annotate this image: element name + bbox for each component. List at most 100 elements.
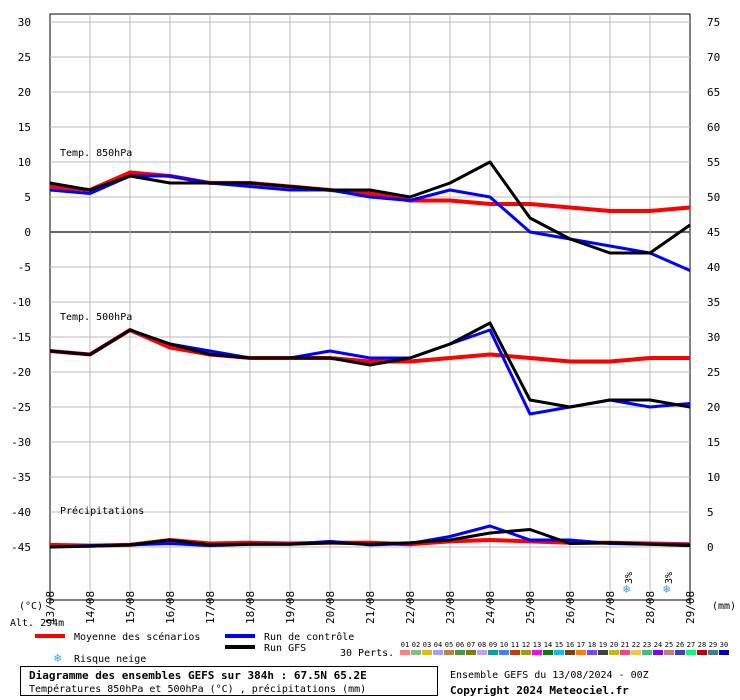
series-layer xyxy=(49,160,691,549)
pert-swatch xyxy=(686,650,696,655)
chart-title: Diagramme des ensembles GEFS sur 384h : … xyxy=(29,669,367,682)
perturbation-legend: 01 02 03 04 05 06 07 08 09 10 11 12 13 14 15 16 17 18 19 20… xyxy=(400,641,729,655)
pert-label: 23 xyxy=(643,641,651,649)
x-tick-label: 26/08 xyxy=(564,591,577,624)
snowflake-icon: ❄ xyxy=(623,582,630,596)
panel-label-850: Temp. 850hPa xyxy=(60,148,132,159)
y-left-tick-label: 10 xyxy=(18,156,31,169)
x-axis-ticks: 13/08 14/08 15/08 16/08 17/08 18/08 19/08 20/08… xyxy=(44,591,697,624)
pert-label: 02 xyxy=(412,641,420,649)
pert-label: 09 xyxy=(489,641,497,649)
y-left-tick-label: 5 xyxy=(24,191,31,204)
y-left-tick-label: -35 xyxy=(11,471,31,484)
ensemble-info: Ensemble GEFS du 13/08/2024 - 00Z xyxy=(450,670,649,681)
x-tick-label: 23/08 xyxy=(444,591,457,624)
y-left-tick-label: -40 xyxy=(11,506,31,519)
pert-label: 05 xyxy=(445,641,453,649)
y-left-tick-label: -30 xyxy=(11,436,31,449)
grid xyxy=(49,14,691,605)
pert-swatch xyxy=(642,650,652,655)
legend: Moyenne des scénarios Run de contrôle Ru… xyxy=(35,631,729,665)
footer-box: Diagramme des ensembles GEFS sur 384h : … xyxy=(20,666,438,696)
pert-label: 11 xyxy=(511,641,519,649)
pert-swatch xyxy=(609,650,619,655)
pert-label: 10 xyxy=(500,641,508,649)
y-right-tick-label: 75 xyxy=(707,16,720,29)
pert-swatch xyxy=(521,650,531,655)
panel-label-500: Temp. 500hPa xyxy=(60,312,132,323)
pert-label: 06 xyxy=(456,641,464,649)
x-tick-label: 16/08 xyxy=(164,591,177,624)
snow-mark-1: 3% ❄ xyxy=(623,572,635,596)
pert-swatch xyxy=(477,650,487,655)
x-tick-label: 18/08 xyxy=(244,591,257,624)
y-axis-left-ticks: 30 25 20 15 10 5 0 -5 -10 -15 -20 -25 -30 -35 -40 -45 xyxy=(11,16,31,554)
pert-swatch xyxy=(587,650,597,655)
pert-swatch xyxy=(543,650,553,655)
series-line-6 xyxy=(49,160,691,255)
y-right-tick-label: 35 xyxy=(707,296,720,309)
series-line-3 xyxy=(49,174,691,272)
pert-swatch xyxy=(532,650,542,655)
y-right-tick-label: 20 xyxy=(707,401,720,414)
y-left-tick-label: -45 xyxy=(11,541,31,554)
y-right-tick-label: 5 xyxy=(707,506,714,519)
perturbations-count: 30 Perts. xyxy=(340,648,394,659)
y-right-tick-label: 40 xyxy=(707,261,720,274)
pert-swatch xyxy=(422,650,432,655)
pert-label: 08 xyxy=(478,641,486,649)
y-right-tick-label: 45 xyxy=(707,226,720,239)
pert-swatch xyxy=(554,650,564,655)
pert-swatch xyxy=(455,650,465,655)
pert-label: 28 xyxy=(698,641,706,649)
snowflake-icon: ❄ xyxy=(663,582,670,596)
x-tick-label: 25/08 xyxy=(524,591,537,624)
pert-swatch xyxy=(433,650,443,655)
snowflake-icon: ❄ xyxy=(54,651,61,665)
y-axis-left-unit: (°C) xyxy=(19,601,43,612)
pert-label: 30 xyxy=(720,641,728,649)
y-left-tick-label: 0 xyxy=(24,226,31,239)
y-left-tick-label: -20 xyxy=(11,366,31,379)
pert-swatch xyxy=(664,650,674,655)
snow-mark-percent-2: 3% xyxy=(664,572,675,584)
y-right-tick-label: 55 xyxy=(707,156,720,169)
x-tick-label: 28/08 xyxy=(644,591,657,624)
x-tick-label: 20/08 xyxy=(324,591,337,624)
x-tick-label: 29/08 xyxy=(684,591,697,624)
pert-label: 15 xyxy=(555,641,563,649)
pert-label: 14 xyxy=(544,641,552,649)
y-left-tick-label: -15 xyxy=(11,331,31,344)
pert-label: 01 xyxy=(401,641,409,649)
pert-swatch xyxy=(719,650,729,655)
x-tick-label: 14/08 xyxy=(84,591,97,624)
series-line-1 xyxy=(49,328,690,364)
pert-label: 21 xyxy=(621,641,629,649)
pert-swatch xyxy=(598,650,608,655)
x-tick-label: 24/08 xyxy=(484,591,497,624)
y-right-tick-label: 60 xyxy=(707,121,720,134)
y-left-tick-label: -10 xyxy=(11,296,31,309)
pert-label: 25 xyxy=(665,641,673,649)
pert-label: 03 xyxy=(423,641,431,649)
y-right-tick-label: 50 xyxy=(707,191,720,204)
pert-label: 12 xyxy=(522,641,530,649)
pert-swatch xyxy=(708,650,718,655)
pert-swatch xyxy=(565,650,575,655)
pert-swatch xyxy=(499,650,509,655)
y-right-tick-label: 10 xyxy=(707,471,720,484)
y-right-tick-label: 15 xyxy=(707,436,720,449)
pert-label: 13 xyxy=(533,641,541,649)
y-right-tick-label: 70 xyxy=(707,51,720,64)
pert-label: 27 xyxy=(687,641,695,649)
snow-mark-percent-1: 3% xyxy=(624,572,635,584)
series-line-7 xyxy=(49,321,691,409)
pert-swatch xyxy=(411,650,421,655)
y-right-tick-label: 30 xyxy=(707,331,720,344)
pert-swatch xyxy=(631,650,641,655)
snow-mark-2: 3% ❄ xyxy=(663,572,675,596)
x-tick-label: 22/08 xyxy=(404,591,417,624)
pert-label: 04 xyxy=(434,641,442,649)
